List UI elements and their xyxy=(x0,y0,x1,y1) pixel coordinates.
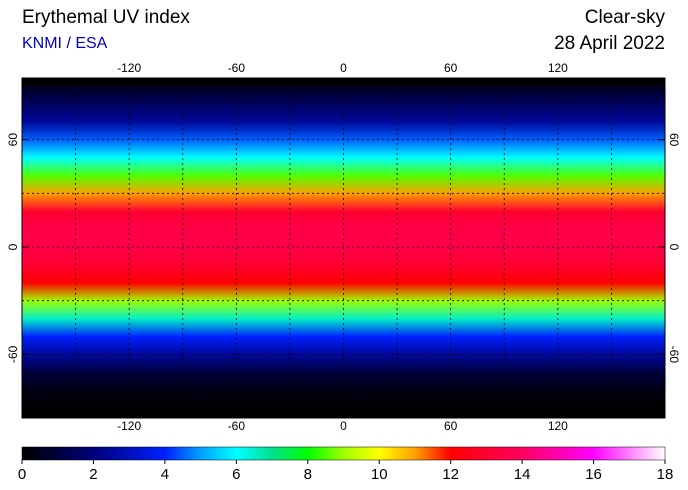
lon-tick-label: 60 xyxy=(444,419,458,433)
uv-band xyxy=(22,193,665,212)
colorbar-tick-label: 0 xyxy=(18,466,26,483)
lon-tick-label: 0 xyxy=(340,61,347,75)
lon-tick-label: 120 xyxy=(548,419,568,433)
lon-tick-label: 120 xyxy=(548,61,568,75)
colorbar-tick-label: 12 xyxy=(442,466,459,483)
colorbar-tick-label: 8 xyxy=(304,466,312,483)
lat-tick-label: -60 xyxy=(6,345,20,363)
date: 28 April 2022 xyxy=(554,33,665,54)
subtitle: KNMI / ESA xyxy=(22,35,108,52)
lon-tick-label: -60 xyxy=(228,419,246,433)
lon-tick-label: 60 xyxy=(444,61,458,75)
lon-tick-label: -120 xyxy=(117,61,141,75)
title: Erythemal UV index xyxy=(22,7,190,28)
lon-tick-label: 0 xyxy=(340,419,347,433)
lat-tick-label: 0 xyxy=(667,244,681,251)
condition: Clear-sky xyxy=(585,7,666,28)
lat-tick-label: 60 xyxy=(6,133,20,147)
uv-band xyxy=(22,336,665,355)
uv-band xyxy=(22,121,665,141)
uv-band xyxy=(22,372,665,391)
uv-band xyxy=(22,247,665,266)
lon-tick-label: -120 xyxy=(117,419,141,433)
lat-tick-label: 60 xyxy=(667,133,681,147)
colorbar-tick-label: 6 xyxy=(232,466,240,483)
colorbar xyxy=(21,446,666,461)
lat-tick-label: 0 xyxy=(6,243,20,250)
colorbar-tick-label: 10 xyxy=(371,466,388,483)
uv-band xyxy=(22,211,665,230)
colorbar-tick-label: 16 xyxy=(585,466,602,483)
colorbar-tick-label: 4 xyxy=(161,466,169,483)
colorbar-tick-label: 18 xyxy=(657,466,674,483)
uv-band xyxy=(22,282,665,302)
lat-tick-label: -60 xyxy=(667,346,681,364)
uv-band xyxy=(22,157,665,176)
colorbar-tick-label: 14 xyxy=(514,466,531,483)
lon-tick-label: -60 xyxy=(228,61,246,75)
colorbar-tick-label: 2 xyxy=(89,466,97,483)
